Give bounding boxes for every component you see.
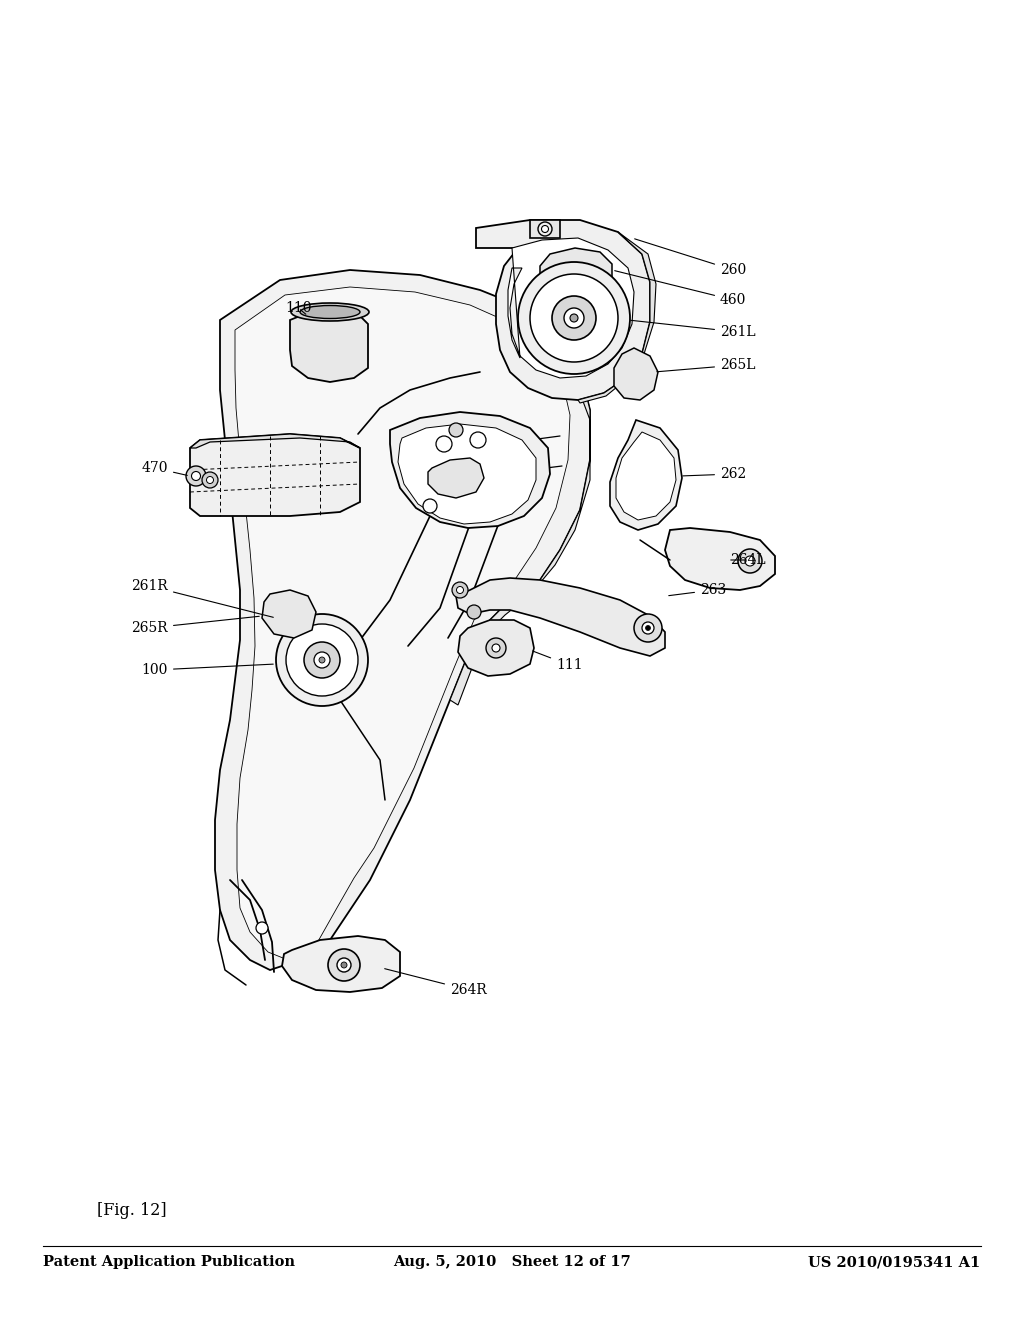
Text: 265L: 265L: [656, 358, 756, 372]
Polygon shape: [290, 308, 368, 381]
Text: 261L: 261L: [631, 321, 756, 339]
Circle shape: [337, 958, 351, 972]
Text: 264R: 264R: [385, 969, 486, 997]
Circle shape: [530, 275, 618, 362]
Text: Patent Application Publication: Patent Application Publication: [43, 1255, 295, 1269]
Circle shape: [186, 466, 206, 486]
Circle shape: [457, 586, 464, 594]
Circle shape: [542, 226, 549, 232]
Circle shape: [642, 622, 654, 634]
Polygon shape: [540, 248, 612, 298]
Polygon shape: [282, 936, 400, 993]
Circle shape: [328, 949, 360, 981]
Text: 262: 262: [683, 467, 746, 480]
Polygon shape: [665, 528, 775, 590]
Circle shape: [449, 422, 463, 437]
Text: Aug. 5, 2010   Sheet 12 of 17: Aug. 5, 2010 Sheet 12 of 17: [393, 1255, 631, 1269]
Circle shape: [436, 436, 452, 451]
Circle shape: [319, 657, 325, 663]
Polygon shape: [610, 420, 682, 531]
Circle shape: [452, 582, 468, 598]
Polygon shape: [476, 220, 650, 400]
Circle shape: [207, 477, 213, 483]
Text: 260: 260: [635, 239, 746, 277]
Polygon shape: [398, 424, 536, 524]
Circle shape: [538, 222, 552, 236]
Circle shape: [645, 626, 650, 631]
Circle shape: [423, 499, 437, 513]
Polygon shape: [614, 348, 658, 400]
Text: 261R: 261R: [131, 579, 273, 618]
Polygon shape: [234, 286, 570, 960]
Polygon shape: [450, 341, 590, 705]
Circle shape: [570, 314, 578, 322]
Polygon shape: [616, 432, 676, 520]
Text: 265R: 265R: [131, 616, 259, 635]
Circle shape: [314, 652, 330, 668]
Circle shape: [304, 642, 340, 678]
Text: 111: 111: [532, 651, 583, 672]
Text: US 2010/0195341 A1: US 2010/0195341 A1: [808, 1255, 980, 1269]
Polygon shape: [508, 238, 634, 378]
Circle shape: [202, 473, 218, 488]
Polygon shape: [456, 578, 665, 656]
Polygon shape: [215, 271, 590, 970]
Polygon shape: [428, 458, 484, 498]
Text: 264L: 264L: [730, 553, 766, 568]
Circle shape: [286, 624, 358, 696]
Circle shape: [492, 644, 500, 652]
Ellipse shape: [291, 304, 369, 321]
Circle shape: [256, 921, 268, 935]
Polygon shape: [190, 434, 360, 516]
Polygon shape: [390, 412, 550, 528]
Text: 263: 263: [669, 583, 726, 597]
Polygon shape: [262, 590, 316, 638]
Circle shape: [467, 605, 481, 619]
Circle shape: [191, 471, 201, 480]
Text: 100: 100: [141, 663, 273, 677]
Circle shape: [564, 308, 584, 327]
Polygon shape: [578, 232, 656, 403]
Polygon shape: [190, 434, 360, 447]
Circle shape: [470, 432, 486, 447]
Circle shape: [276, 614, 368, 706]
Circle shape: [634, 614, 662, 642]
Polygon shape: [458, 620, 534, 676]
Circle shape: [486, 638, 506, 657]
Circle shape: [738, 549, 762, 573]
Circle shape: [745, 556, 755, 566]
Text: [Fig. 12]: [Fig. 12]: [97, 1203, 167, 1218]
Ellipse shape: [300, 305, 360, 318]
Text: 470: 470: [141, 461, 187, 475]
Circle shape: [341, 962, 347, 968]
Circle shape: [552, 296, 596, 341]
Text: 110: 110: [285, 301, 311, 315]
Polygon shape: [530, 220, 560, 238]
Text: 460: 460: [614, 271, 746, 308]
Circle shape: [518, 261, 630, 374]
